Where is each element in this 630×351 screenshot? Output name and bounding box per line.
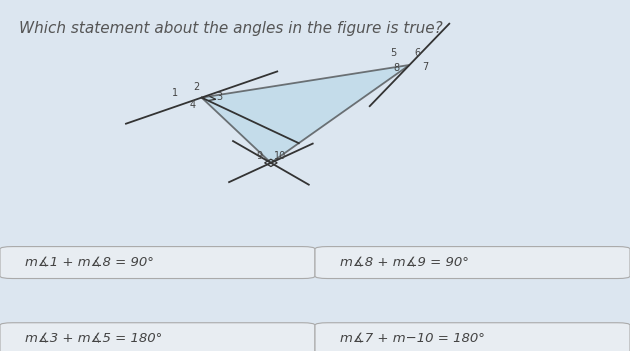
Text: 8: 8 (394, 63, 400, 73)
Text: 4: 4 (189, 100, 195, 110)
Text: 7: 7 (422, 62, 428, 72)
Text: 5: 5 (391, 48, 397, 58)
FancyBboxPatch shape (315, 246, 630, 279)
Text: 2: 2 (193, 82, 200, 92)
Text: Which statement about the angles in the figure is true?: Which statement about the angles in the … (19, 21, 443, 37)
Polygon shape (202, 65, 410, 163)
Text: m∡3 + m∡5 = 180°: m∡3 + m∡5 = 180° (25, 332, 163, 345)
Text: 3: 3 (216, 92, 222, 102)
Text: 10: 10 (274, 151, 287, 161)
Text: m∡1 + m∡8 = 90°: m∡1 + m∡8 = 90° (25, 256, 154, 269)
Text: m∡8 + m∡9 = 90°: m∡8 + m∡9 = 90° (340, 256, 469, 269)
Text: 1: 1 (172, 88, 178, 98)
FancyBboxPatch shape (315, 323, 630, 351)
Text: m∡7 + m−10 = 180°: m∡7 + m−10 = 180° (340, 332, 485, 345)
FancyBboxPatch shape (0, 246, 315, 279)
Text: 9: 9 (256, 151, 263, 161)
FancyBboxPatch shape (0, 323, 315, 351)
Text: 6: 6 (414, 48, 420, 58)
